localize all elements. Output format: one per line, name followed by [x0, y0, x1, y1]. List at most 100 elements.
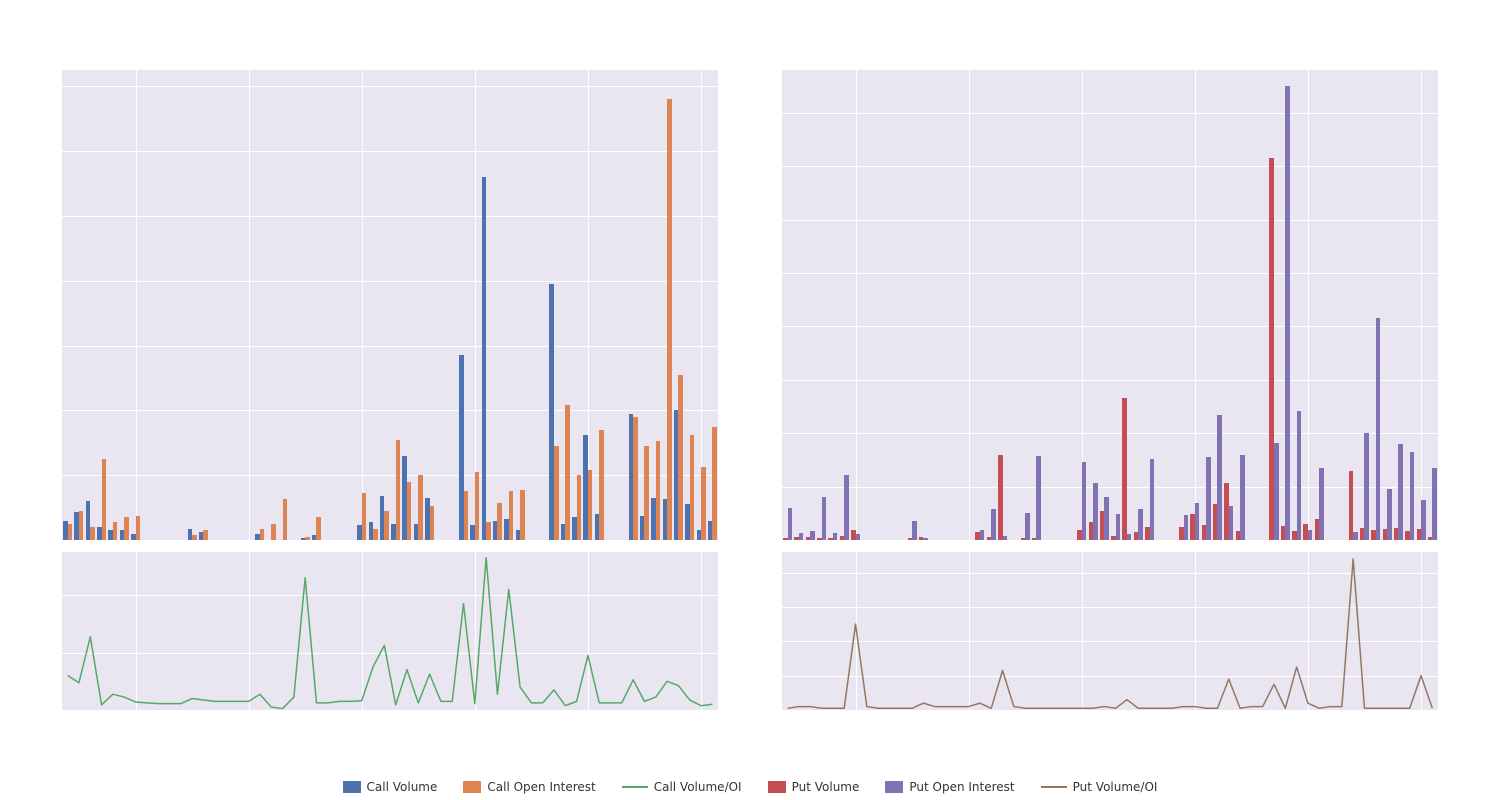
- bar: [554, 446, 559, 540]
- legend-item: Put Open Interest: [885, 780, 1014, 794]
- bar: [316, 517, 321, 540]
- bar: [509, 491, 514, 540]
- bar: [1116, 514, 1121, 540]
- bar: [822, 497, 827, 540]
- bar: [407, 482, 412, 540]
- bar: [1093, 483, 1098, 540]
- bar: [1308, 530, 1313, 540]
- legend-swatch-rect: [768, 781, 786, 793]
- bar: [1122, 398, 1127, 540]
- bar: [1104, 497, 1109, 540]
- bar: [980, 530, 985, 540]
- bar: [856, 534, 861, 540]
- legend-label: Call Open Interest: [487, 780, 595, 794]
- bar: [1387, 489, 1392, 540]
- legend: Call Volume Call Open Interest Call Volume…: [0, 780, 1500, 794]
- ratio-line: [62, 552, 718, 710]
- bar: [998, 455, 1003, 540]
- bar: [991, 509, 996, 540]
- figure: (NYSE:MRK) Call Option Activity 020k40k6…: [0, 0, 1500, 800]
- bar: [203, 530, 208, 540]
- legend-label: Put Volume/OI: [1073, 780, 1158, 794]
- bar: [486, 522, 491, 540]
- bar: [68, 524, 73, 540]
- bar: [113, 522, 118, 540]
- bar: [912, 521, 917, 540]
- bar: [565, 405, 570, 540]
- bar: [1376, 318, 1381, 540]
- bar: [1432, 468, 1437, 540]
- call-ratio-plot-area: 024Dec 152024Dec 29Jan 122025Jan 26Feb 9…: [62, 552, 718, 710]
- bar: [430, 506, 435, 540]
- bar: [373, 529, 378, 540]
- bar: [1127, 534, 1132, 540]
- bar: [1206, 457, 1211, 540]
- bar: [788, 508, 793, 540]
- bar: [588, 470, 593, 540]
- bar: [712, 427, 717, 540]
- call-bars-plot-area: (NYSE:MRK) Call Option Activity 020k40k6…: [62, 70, 718, 540]
- bar: [396, 440, 401, 540]
- bar: [1410, 452, 1415, 540]
- bar: [644, 446, 649, 540]
- legend-swatch-rect: [463, 781, 481, 793]
- legend-label: Put Open Interest: [909, 780, 1014, 794]
- bar: [678, 375, 683, 540]
- bar: [690, 435, 695, 540]
- legend-swatch-rect: [343, 781, 361, 793]
- bar: [599, 430, 604, 540]
- bar: [577, 475, 582, 540]
- legend-item: Call Volume/OI: [622, 780, 742, 794]
- bar: [1398, 444, 1403, 540]
- bar: [1297, 411, 1302, 540]
- bar: [810, 531, 815, 540]
- bar: [497, 503, 502, 540]
- bar: [1195, 503, 1200, 540]
- legend-label: Call Volume/OI: [654, 780, 742, 794]
- legend-item: Call Open Interest: [463, 780, 595, 794]
- bar: [1025, 513, 1030, 540]
- bar: [1184, 515, 1189, 540]
- bar: [656, 441, 661, 540]
- put-bars-plot-area: (NYSE:MRK) Put Option Activity 010k20k30…: [782, 70, 1438, 540]
- bar: [1364, 433, 1369, 540]
- bar: [271, 524, 276, 540]
- ratio-line: [782, 552, 1438, 710]
- bar: [1082, 462, 1087, 540]
- bar: [923, 538, 928, 540]
- bar: [1036, 456, 1041, 540]
- bar: [305, 537, 310, 540]
- legend-label: Put Volume: [792, 780, 860, 794]
- bar: [1217, 415, 1222, 541]
- bar: [362, 493, 367, 540]
- bar: [418, 475, 423, 540]
- bar: [833, 533, 838, 540]
- bar: [79, 511, 84, 540]
- bar: [192, 535, 197, 540]
- bar: [136, 516, 141, 540]
- bar: [475, 472, 480, 540]
- bar: [1003, 536, 1008, 540]
- bar: [482, 177, 487, 540]
- legend-swatch-line: [1041, 786, 1067, 788]
- legend-label: Call Volume: [367, 780, 438, 794]
- legend-item: Call Volume: [343, 780, 438, 794]
- bar: [1349, 471, 1354, 540]
- bar: [520, 490, 525, 540]
- bar: [464, 491, 469, 540]
- bar: [283, 499, 288, 540]
- bar: [102, 459, 107, 540]
- bar: [90, 527, 95, 540]
- bar: [1285, 86, 1290, 540]
- legend-item: Put Volume/OI: [1041, 780, 1158, 794]
- bar: [1353, 532, 1358, 540]
- legend-item: Put Volume: [768, 780, 860, 794]
- bar: [1150, 459, 1155, 540]
- bar: [124, 517, 129, 540]
- legend-swatch-rect: [885, 781, 903, 793]
- bar: [1240, 455, 1245, 540]
- bar: [799, 533, 804, 540]
- bar: [633, 417, 638, 540]
- bar: [1229, 506, 1234, 540]
- bar: [844, 475, 849, 540]
